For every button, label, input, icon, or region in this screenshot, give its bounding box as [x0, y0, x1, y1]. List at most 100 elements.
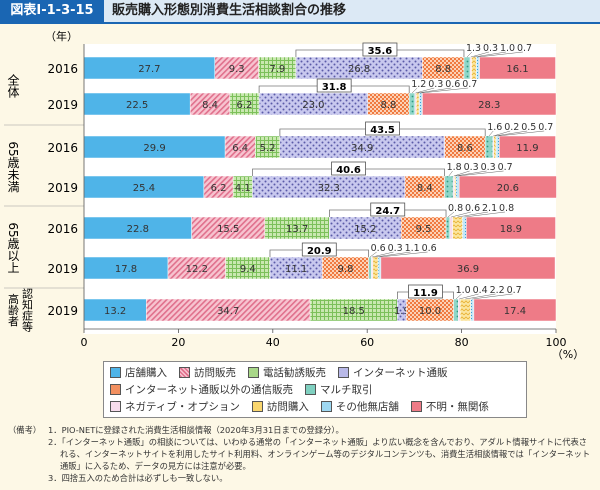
bracket-total: 24.7: [375, 206, 400, 217]
figure-title: 販売購入形態別消費生活相談割合の推移: [112, 3, 347, 18]
legend-item: インターネット通販以外の通信販売: [110, 382, 293, 397]
data-label: 26.8: [348, 64, 370, 75]
leader-line: [459, 293, 479, 300]
legend-swatch: [410, 401, 422, 412]
x-tick-label: 0: [81, 336, 88, 349]
data-label: 0.8: [499, 203, 514, 214]
bracket-box: [331, 161, 366, 176]
data-label: 9.8: [338, 264, 354, 275]
data-label: 6.2: [211, 183, 227, 194]
year-label: 2019: [47, 181, 78, 195]
data-label: 10.0: [419, 306, 441, 317]
bracket-total: 43.5: [370, 125, 395, 136]
legend-swatch: [110, 367, 121, 378]
bar-segment: [466, 216, 556, 240]
x-tick-label: 80: [455, 336, 469, 349]
data-label: 0.7: [507, 285, 522, 296]
bracket-total: 31.8: [322, 82, 347, 93]
data-label: 9.5: [416, 224, 432, 235]
x-tick-label: 20: [171, 336, 185, 349]
data-label: 13.2: [104, 306, 126, 317]
data-label: 8.4: [202, 100, 218, 111]
leader-line: [375, 251, 411, 258]
year-label: 2019: [47, 304, 78, 318]
legend-label: その他無店舗: [335, 401, 399, 413]
group-label: 65歳以上: [6, 222, 20, 273]
data-label: 29.9: [143, 143, 165, 154]
bar-segment: [380, 256, 556, 280]
figure-header: 図表Ⅰ-1-3-15 販売購入形態別消費生活相談割合の推移: [0, 0, 600, 24]
data-label: 17.4: [504, 306, 526, 317]
data-label: 2.1: [482, 203, 497, 214]
data-label: 22.8: [127, 224, 149, 235]
leader-line: [497, 130, 545, 137]
leader-line: [417, 87, 452, 94]
legend-item: 店舗購入: [110, 365, 167, 380]
leader-line: [447, 211, 455, 218]
bracket-total: 20.9: [307, 246, 332, 257]
bar-segment: [458, 298, 461, 322]
legend-item: 電話勧誘販売: [248, 365, 326, 380]
legend-label: 訪問販売: [194, 367, 236, 379]
data-label: 15.2: [354, 224, 376, 235]
bar-segment: [470, 298, 475, 322]
legend-label: 不明・無関係: [425, 401, 489, 413]
data-label: 27.7: [138, 64, 160, 75]
data-label: 0.4: [473, 285, 488, 296]
data-label: 0.7: [498, 162, 513, 173]
bracket-total: 35.6: [368, 46, 393, 57]
data-label: 0.6: [465, 203, 480, 214]
data-label: 20.6: [497, 183, 519, 194]
data-label: 8.4: [417, 183, 433, 194]
leader-line: [477, 51, 523, 58]
legend-label: 店舗購入: [125, 367, 167, 379]
leader-line: [493, 130, 511, 137]
data-label: 16.1: [506, 64, 528, 75]
data-label: 5.2: [260, 143, 276, 154]
year-label: 2016: [47, 62, 78, 76]
leader-line: [379, 251, 428, 258]
year-axis-label: （年）: [45, 29, 78, 43]
data-label: 0.7: [462, 79, 477, 90]
data-label: 0.5: [521, 122, 536, 133]
leader-line: [488, 130, 494, 137]
legend-swatch: [179, 367, 190, 378]
bracket-box: [365, 121, 400, 136]
data-label: 0.3: [464, 162, 479, 173]
leader-line: [415, 87, 435, 94]
bracket-box: [408, 284, 443, 299]
data-label: 25.4: [133, 183, 155, 194]
data-label: 0.7: [517, 43, 532, 54]
leader-line: [473, 51, 506, 58]
data-label: 1.1: [405, 243, 420, 254]
data-label: 18.5: [343, 306, 365, 317]
bar-segment: [372, 256, 379, 280]
legend-label: ネガティブ・オプション: [125, 401, 240, 413]
legend-item: 訪問販売: [179, 365, 236, 380]
bar-segment: [453, 298, 459, 322]
legend-swatch: [320, 401, 332, 412]
legend-label: マルチ取引: [320, 384, 373, 396]
legend-item: 不明・無関係: [410, 399, 489, 414]
data-label: 0.8: [448, 203, 463, 214]
data-label: 0.6: [445, 79, 460, 90]
notes: （備考） 1．PIO-NETに登録された消費生活相談情報（2020年3月31日ま…: [8, 424, 593, 484]
leader-line: [451, 211, 472, 218]
legend-label: インターネット通販以外の通信販売: [125, 384, 293, 396]
leader-line: [466, 51, 473, 58]
notes-label: （備考）: [8, 425, 42, 435]
leader-line: [420, 87, 469, 94]
data-label: 1.0: [456, 285, 471, 296]
chart-legend: 店舗購入 訪問販売 電話勧誘販売 インターネット通販 インターネット通販以外の通…: [103, 361, 527, 418]
data-label: 28.3: [478, 100, 500, 111]
bracket-total: 11.9: [413, 288, 438, 299]
legend-swatch: [251, 401, 263, 412]
x-tick-label: 40: [266, 336, 280, 349]
group-label: 高齢者: [7, 292, 20, 327]
legend-swatch: [338, 367, 349, 378]
data-label: 9.3: [229, 64, 245, 75]
bar-segment: [473, 298, 557, 322]
note-item: 2．「インターネット通販」の相談については、いわゆる通常の「インターネット通販」…: [48, 437, 591, 471]
data-label: 12.2: [186, 264, 208, 275]
data-label: 8.8: [380, 100, 396, 111]
